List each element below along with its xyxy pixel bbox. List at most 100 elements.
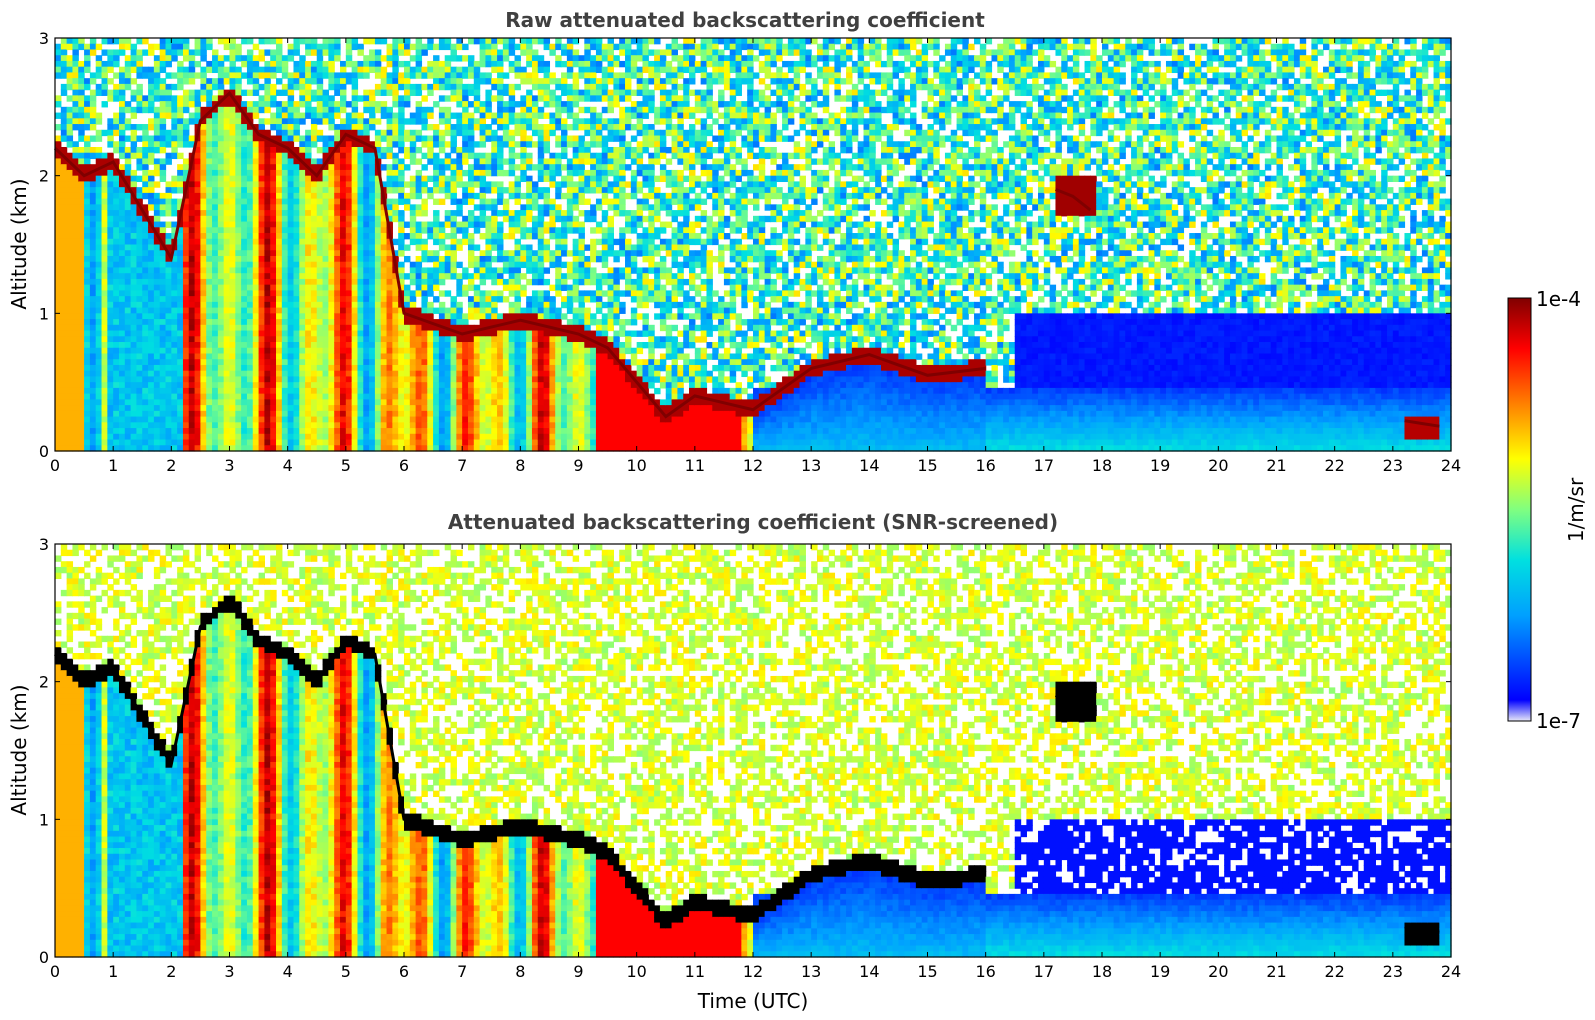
heatmap-cell — [264, 365, 270, 371]
heatmap-cell — [55, 113, 61, 119]
heatmap-cell — [427, 273, 433, 279]
heatmap-cell — [253, 233, 259, 239]
heatmap-cell — [445, 428, 451, 434]
heatmap-cell — [264, 147, 270, 153]
heatmap-cell — [427, 405, 433, 411]
heatmap-cell — [235, 222, 241, 228]
heatmap-cell — [439, 371, 445, 377]
heatmap-cell — [142, 147, 148, 153]
heatmap-cell — [276, 302, 282, 308]
heatmap-cell — [282, 353, 288, 359]
heatmap-cell — [456, 411, 462, 417]
heatmap-cell — [485, 90, 491, 96]
heatmap-cell — [259, 434, 265, 440]
heatmap-cell — [241, 239, 247, 245]
heatmap-cell — [166, 193, 172, 199]
heatmap-cell — [90, 325, 96, 331]
heatmap-cell — [212, 273, 218, 279]
heatmap-cell — [241, 233, 247, 239]
heatmap-cell — [363, 147, 369, 153]
heatmap-cell — [253, 428, 259, 434]
heatmap-cell — [195, 348, 201, 354]
heatmap-cell — [55, 181, 61, 187]
heatmap-cell — [247, 267, 253, 273]
heatmap-cell — [282, 130, 288, 136]
heatmap-cell — [282, 233, 288, 239]
heatmap-cell — [293, 290, 299, 296]
heatmap-cell — [363, 256, 369, 262]
heatmap-cell — [171, 302, 177, 308]
heatmap-cell — [387, 394, 393, 400]
heatmap-cell — [410, 428, 416, 434]
heatmap-cell — [497, 256, 503, 262]
heatmap-cell — [451, 95, 457, 101]
heatmap-cell — [253, 353, 259, 359]
heatmap-cell — [67, 376, 73, 382]
heatmap-cell — [189, 95, 195, 101]
heatmap-cell — [131, 233, 137, 239]
heatmap-cell — [206, 153, 212, 159]
heatmap-cell — [328, 49, 334, 55]
heatmap-cell — [480, 158, 486, 164]
heatmap-cell — [363, 313, 369, 319]
heatmap-cell — [357, 394, 363, 400]
heatmap-cell — [305, 245, 311, 251]
heatmap-cell — [206, 222, 212, 228]
heatmap-cell — [282, 199, 288, 205]
heatmap-cell — [142, 359, 148, 365]
heatmap-cell — [363, 227, 369, 233]
heatmap-cell — [247, 319, 253, 325]
heatmap-cell — [136, 193, 142, 199]
heatmap-cell — [125, 227, 131, 233]
heatmap-cell — [439, 417, 445, 423]
heatmap-cell — [160, 342, 166, 348]
heatmap-cell — [439, 434, 445, 440]
heatmap-cell — [282, 382, 288, 388]
heatmap-cell — [282, 313, 288, 319]
heatmap-cell — [78, 331, 84, 337]
heatmap-cell — [206, 388, 212, 394]
heatmap-cell — [357, 227, 363, 233]
heatmap-cell — [357, 44, 363, 50]
heatmap-cell — [410, 84, 416, 90]
heatmap-cell — [305, 290, 311, 296]
heatmap-cell — [375, 417, 381, 423]
heatmap-cell — [392, 124, 398, 130]
heatmap-cell — [346, 227, 352, 233]
heatmap-cell — [416, 204, 422, 210]
heatmap-cell — [456, 227, 462, 233]
heatmap-cell — [375, 118, 381, 124]
heatmap-cell — [416, 434, 422, 440]
heatmap-cell — [381, 331, 387, 337]
heatmap-cell — [334, 210, 340, 216]
heatmap-cell — [288, 359, 294, 365]
heatmap-cell — [224, 113, 230, 119]
heatmap-cell — [305, 72, 311, 78]
heatmap-cell — [398, 118, 404, 124]
heatmap-cell — [206, 84, 212, 90]
heatmap-cell — [497, 147, 503, 153]
heatmap-cell — [142, 313, 148, 319]
heatmap-cell — [363, 279, 369, 285]
heatmap-cell — [456, 336, 462, 342]
heatmap-cell — [84, 78, 90, 84]
heatmap-cell — [125, 411, 131, 417]
heatmap-cell — [107, 313, 113, 319]
heatmap-cell — [381, 227, 387, 233]
heatmap-cell — [206, 434, 212, 440]
heatmap-cell — [195, 290, 201, 296]
heatmap-cell — [352, 141, 358, 147]
heatmap-cell — [485, 153, 491, 159]
heatmap-cell — [392, 308, 398, 314]
heatmap-cell — [102, 199, 108, 205]
heatmap-cell — [61, 187, 67, 193]
heatmap-cell — [485, 382, 491, 388]
heatmap-cell — [392, 158, 398, 164]
heatmap-cell — [334, 256, 340, 262]
heatmap-cell — [136, 353, 142, 359]
heatmap-cell — [427, 342, 433, 348]
heatmap-cell — [200, 405, 206, 411]
heatmap-cell — [119, 336, 125, 342]
heatmap-cell — [55, 141, 61, 147]
heatmap-cell — [427, 84, 433, 90]
